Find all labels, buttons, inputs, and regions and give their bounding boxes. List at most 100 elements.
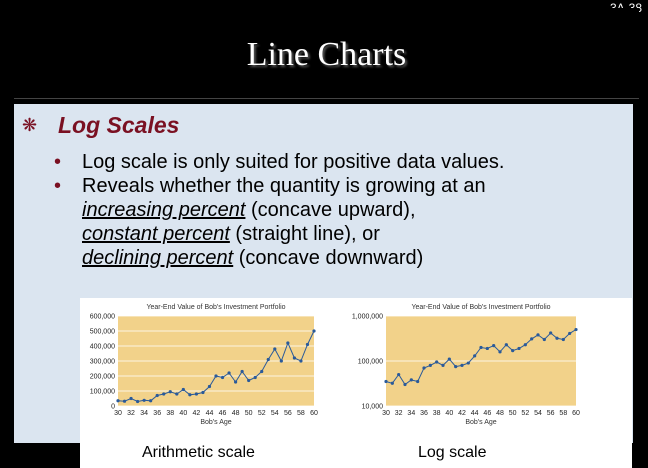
slide-title: Line Charts <box>246 36 407 73</box>
x-tick-label: 54 <box>534 410 542 417</box>
data-point <box>466 361 470 365</box>
data-point <box>428 363 432 367</box>
x-tick-label: 44 <box>471 410 479 417</box>
title-bar: Line Charts <box>14 8 639 99</box>
snowflake-bullet-icon: ❋ <box>22 115 38 135</box>
data-point <box>247 378 251 383</box>
x-tick-label: 46 <box>219 410 227 417</box>
data-point <box>188 393 192 397</box>
data-point <box>299 359 303 363</box>
x-tick-label: 46 <box>483 410 491 417</box>
data-point <box>390 381 394 385</box>
data-point <box>116 399 120 403</box>
data-point <box>142 398 146 402</box>
x-tick-label: 34 <box>407 410 415 417</box>
data-point <box>181 387 185 392</box>
chart-title: Year-End Value of Bob's Investment Portf… <box>146 304 285 311</box>
data-point <box>397 372 401 377</box>
bullet-text: (concave upward), <box>245 199 416 221</box>
data-point <box>155 393 159 398</box>
data-point <box>511 349 515 353</box>
x-tick-label: 42 <box>193 410 201 417</box>
bullet-dot: • <box>54 151 62 173</box>
bullet-body: Reveals whether the quantity is growing … <box>82 174 486 270</box>
data-point <box>517 346 521 351</box>
data-point <box>460 363 464 367</box>
x-tick-label: 30 <box>382 410 390 417</box>
bullet-list: • Log scale is only suited for positive … <box>54 150 624 270</box>
data-point <box>441 363 445 367</box>
x-tick-label: 56 <box>547 410 555 417</box>
x-tick-label: 60 <box>310 410 318 417</box>
underlined-term: constant percent <box>82 223 230 245</box>
data-point <box>473 354 477 358</box>
data-point <box>485 346 489 351</box>
data-point <box>234 380 238 384</box>
data-point <box>149 399 153 403</box>
data-point <box>479 345 483 350</box>
underlined-term: declining percent <box>82 247 234 269</box>
data-point <box>542 337 546 342</box>
data-point <box>409 378 413 382</box>
section-header: ❋ Log Scales <box>14 112 179 139</box>
bullet-text: (straight line), or <box>229 223 380 245</box>
data-point <box>498 350 502 354</box>
y-tick-label: 100,000 <box>358 359 383 366</box>
bullet-item: • Log scale is only suited for positive … <box>54 150 624 174</box>
x-tick-label: 58 <box>559 410 567 417</box>
x-tick-label: 32 <box>395 410 403 417</box>
x-tick-label: 52 <box>258 410 266 417</box>
data-point <box>523 343 527 347</box>
charts-panel: Year-End Value of Bob's Investment Portf… <box>80 298 632 468</box>
x-tick-label: 42 <box>458 410 466 417</box>
data-point <box>403 382 407 387</box>
data-point <box>555 336 559 340</box>
bullet-text: (concave downward) <box>233 247 424 269</box>
x-axis-label: Bob's Age <box>465 419 496 426</box>
x-tick-label: 56 <box>284 410 292 417</box>
underlined-term: increasing percent <box>82 199 246 221</box>
x-tick-label: 40 <box>179 410 187 417</box>
x-tick-label: 44 <box>206 410 214 417</box>
x-tick-label: 60 <box>572 410 580 417</box>
data-point <box>530 337 534 341</box>
data-point <box>240 369 244 374</box>
data-point <box>162 392 166 396</box>
x-tick-label: 40 <box>445 410 453 417</box>
data-point <box>504 343 508 347</box>
y-tick-label: 600,000 <box>90 314 115 321</box>
y-tick-label: 1,000,000 <box>352 314 383 321</box>
y-tick-label: 10,000 <box>362 404 384 411</box>
data-point <box>168 390 172 394</box>
data-point <box>492 343 496 348</box>
y-tick-label: 0 <box>111 404 115 411</box>
data-point <box>266 357 270 362</box>
bullet-line: increasing percent (concave upward), <box>82 198 486 222</box>
bullet-item: • Reveals whether the quantity is growin… <box>54 174 624 270</box>
x-tick-label: 48 <box>496 410 504 417</box>
data-point <box>194 392 198 396</box>
data-point <box>136 399 140 404</box>
x-tick-label: 50 <box>509 410 517 417</box>
data-point <box>214 374 218 378</box>
data-point <box>273 347 277 351</box>
data-point <box>574 327 578 332</box>
data-point <box>536 333 540 337</box>
data-point <box>292 356 296 360</box>
bullet-line: constant percent (straight line), or <box>82 222 486 246</box>
bullet-text: Log scale is only suited for positive da… <box>82 151 505 173</box>
x-tick-label: 36 <box>420 410 428 417</box>
arithmetic-chart: Year-End Value of Bob's Investment Portf… <box>80 298 322 438</box>
data-point <box>416 379 420 384</box>
data-point <box>207 384 212 389</box>
data-point <box>201 390 205 395</box>
data-point <box>253 375 257 380</box>
x-tick-label: 54 <box>271 410 279 417</box>
section-heading: Log Scales <box>58 112 180 138</box>
bullet-text: Reveals whether the quantity is growing … <box>82 175 486 197</box>
x-tick-label: 34 <box>140 410 148 417</box>
x-tick-label: 36 <box>153 410 161 417</box>
y-tick-label: 200,000 <box>90 374 115 381</box>
data-point <box>447 357 451 361</box>
bullet-dot: • <box>54 175 62 197</box>
